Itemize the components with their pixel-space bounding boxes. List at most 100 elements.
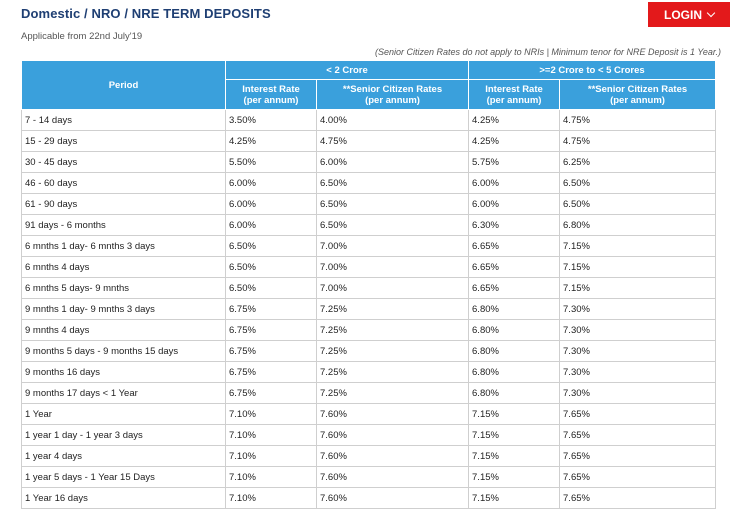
senior-rate-cell: 7.25% bbox=[315, 319, 470, 341]
senior-rate-cell: 7.00% bbox=[315, 277, 470, 299]
senior-rate-cell: 7.60% bbox=[315, 403, 470, 425]
header-line: (per annum) bbox=[610, 94, 665, 106]
header-line: (per annum) bbox=[243, 94, 299, 106]
rate-rows: 7 - 14 days 3.50% 4.00% 4.25% 4.75% 15 - 29 d… bbox=[21, 109, 717, 509]
interest-rate-cell: 7.10% bbox=[225, 445, 317, 467]
chevron-down-icon bbox=[706, 8, 716, 17]
header-line: (per annum) bbox=[365, 94, 420, 106]
period-cell: 9 mnths 1 day- 9 mnths 3 days bbox=[21, 298, 226, 320]
interest-rate-cell: 6.00% bbox=[225, 193, 317, 215]
senior-rate-cell: 6.00% bbox=[315, 151, 470, 173]
band-header-2-to-5cr: >=2 Crore to < 5 Crores bbox=[468, 60, 717, 80]
table-row: 9 months 16 days 6.75% 7.25% 6.80% 7.30% bbox=[21, 361, 717, 383]
senior-rate-cell: 7.65% bbox=[559, 466, 717, 488]
table-row: 7 - 14 days 3.50% 4.00% 4.25% 4.75% bbox=[21, 109, 717, 131]
senior-rate-cell: 7.00% bbox=[315, 256, 470, 278]
senior-rate-cell: 7.30% bbox=[559, 340, 717, 362]
interest-rate-cell: 6.00% bbox=[468, 193, 561, 215]
senior-rate-cell: 6.80% bbox=[559, 214, 717, 236]
period-cell: 91 days - 6 months bbox=[21, 214, 226, 236]
senior-rate-cell: 6.50% bbox=[559, 193, 717, 215]
table-row: 1 year 1 day - 1 year 3 days 7.10% 7.60% 7.… bbox=[21, 424, 717, 446]
table-row: 1 year 5 days - 1 Year 15 Days 7.10% 7.60%… bbox=[21, 466, 717, 488]
page-title: Domestic / NRO / NRE TERM DEPOSITS bbox=[21, 6, 271, 21]
interest-rate-cell: 7.10% bbox=[225, 466, 317, 488]
senior-rate-cell: 7.30% bbox=[559, 361, 717, 383]
senior-rate-cell: 7.65% bbox=[559, 487, 717, 509]
interest-rate-cell: 6.75% bbox=[225, 361, 317, 383]
senior-rate-cell: 7.60% bbox=[315, 466, 470, 488]
sub-header-row: Interest Rate (per annum) **Senior Citiz… bbox=[22, 79, 717, 110]
senior-rate-cell: 6.25% bbox=[559, 151, 717, 173]
header-line: Interest Rate bbox=[242, 83, 300, 95]
senior-rate-cell: 4.00% bbox=[315, 109, 470, 131]
interest-rate-cell: 6.00% bbox=[225, 214, 317, 236]
senior-citizen-header: **Senior Citizen Rates (per annum) bbox=[559, 79, 717, 110]
period-cell: 1 Year 16 days bbox=[21, 487, 226, 509]
period-cell: 1 year 4 days bbox=[21, 445, 226, 467]
interest-rate-header: Interest Rate (per annum) bbox=[225, 79, 317, 110]
band-header-under-2cr: < 2 Crore bbox=[224, 60, 470, 80]
table-row: 46 - 60 days 6.00% 6.50% 6.00% 6.50% bbox=[21, 172, 717, 194]
senior-rate-cell: 7.30% bbox=[559, 319, 717, 341]
table-row: 1 Year 7.10% 7.60% 7.15% 7.65% bbox=[21, 403, 717, 425]
period-cell: 1 year 1 day - 1 year 3 days bbox=[21, 424, 226, 446]
senior-rate-cell: 4.75% bbox=[315, 130, 470, 152]
period-cell: 6 mnths 1 day- 6 mnths 3 days bbox=[21, 235, 226, 257]
senior-rate-cell: 7.15% bbox=[559, 256, 717, 278]
header-line: **Senior Citizen Rates bbox=[587, 83, 688, 95]
period-cell: 30 - 45 days bbox=[21, 151, 226, 173]
interest-rate-header: Interest Rate (per annum) bbox=[468, 79, 561, 110]
senior-rate-cell: 7.65% bbox=[559, 424, 717, 446]
senior-rate-cell: 7.60% bbox=[315, 424, 470, 446]
interest-rate-cell: 6.75% bbox=[225, 382, 317, 404]
interest-rate-cell: 6.65% bbox=[468, 256, 561, 278]
interest-rate-cell: 7.10% bbox=[225, 424, 317, 446]
header-line: (per annum) bbox=[486, 94, 542, 106]
senior-rate-cell: 6.50% bbox=[559, 172, 717, 194]
senior-rate-cell: 4.75% bbox=[559, 130, 717, 152]
senior-rate-cell: 7.65% bbox=[559, 403, 717, 425]
period-cell: 6 mnths 5 days- 9 mnths bbox=[21, 277, 226, 299]
period-header: Period bbox=[21, 60, 226, 110]
period-cell: 7 - 14 days bbox=[21, 109, 226, 131]
senior-citizen-header: **Senior Citizen Rates (per annum) bbox=[315, 79, 470, 110]
interest-rate-cell: 6.00% bbox=[225, 172, 317, 194]
rates-table: Period < 2 Crore >=2 Crore to < 5 Crores… bbox=[21, 60, 717, 509]
senior-citizen-note: (Senior Citizen Rates do not apply to NR… bbox=[375, 47, 721, 57]
band-header-row: Period < 2 Crore >=2 Crore to < 5 Crores bbox=[21, 60, 717, 110]
senior-rate-cell: 7.30% bbox=[559, 382, 717, 404]
period-cell: 61 - 90 days bbox=[21, 193, 226, 215]
interest-rate-cell: 7.15% bbox=[468, 466, 561, 488]
login-button[interactable]: LOGIN bbox=[648, 2, 730, 27]
period-cell: 1 year 5 days - 1 Year 15 Days bbox=[21, 466, 226, 488]
table-row: 9 months 5 days - 9 months 15 days 6.75% 7… bbox=[21, 340, 717, 362]
interest-rate-cell: 7.15% bbox=[468, 403, 561, 425]
period-cell: 1 Year bbox=[21, 403, 226, 425]
period-cell: 9 months 5 days - 9 months 15 days bbox=[21, 340, 226, 362]
interest-rate-cell: 7.10% bbox=[225, 487, 317, 509]
senior-rate-cell: 6.50% bbox=[315, 172, 470, 194]
interest-rate-cell: 6.50% bbox=[225, 235, 317, 257]
interest-rate-cell: 3.50% bbox=[225, 109, 317, 131]
interest-rate-cell: 4.25% bbox=[225, 130, 317, 152]
table-row: 15 - 29 days 4.25% 4.75% 4.25% 4.75% bbox=[21, 130, 717, 152]
senior-rate-cell: 7.60% bbox=[315, 487, 470, 509]
table-row: 6 mnths 1 day- 6 mnths 3 days 6.50% 7.00% 6… bbox=[21, 235, 717, 257]
senior-rate-cell: 7.30% bbox=[559, 298, 717, 320]
interest-rate-cell: 4.25% bbox=[468, 130, 561, 152]
interest-rate-cell: 7.15% bbox=[468, 445, 561, 467]
senior-rate-cell: 7.25% bbox=[315, 361, 470, 383]
table-row: 30 - 45 days 5.50% 6.00% 5.75% 6.25% bbox=[21, 151, 717, 173]
table-row: 6 mnths 5 days- 9 mnths 6.50% 7.00% 6.65% 7.… bbox=[21, 277, 717, 299]
senior-rate-cell: 6.50% bbox=[315, 214, 470, 236]
table-row: 1 year 4 days 7.10% 7.60% 7.15% 7.65% bbox=[21, 445, 717, 467]
header-line: **Senior Citizen Rates bbox=[342, 83, 443, 95]
senior-rate-cell: 7.00% bbox=[315, 235, 470, 257]
interest-rate-cell: 7.15% bbox=[468, 487, 561, 509]
senior-rate-cell: 7.65% bbox=[559, 445, 717, 467]
senior-rate-cell: 7.60% bbox=[315, 445, 470, 467]
interest-rate-cell: 6.80% bbox=[468, 298, 561, 320]
interest-rate-cell: 5.50% bbox=[225, 151, 317, 173]
